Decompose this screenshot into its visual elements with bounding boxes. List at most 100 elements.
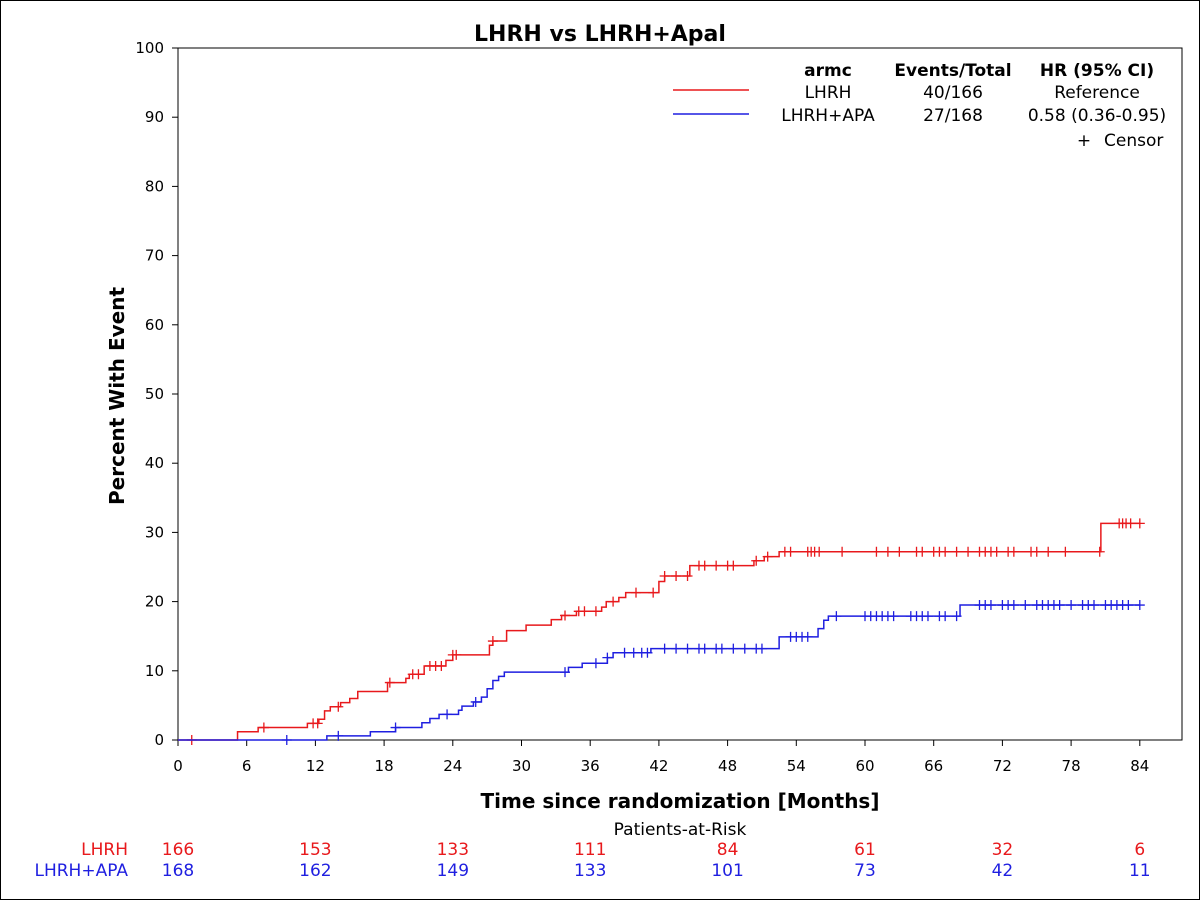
risk-value: 32 [992,840,1014,860]
censor-mark-lhrh [751,555,762,566]
y-tick-label: 30 [145,523,164,541]
censor-mark-lhrh [1125,518,1136,529]
censor-mark-lhrh [894,546,905,557]
censor-mark-lhrh [785,546,796,557]
y-tick-label: 90 [145,108,164,126]
censor-mark-lhrh [608,596,619,607]
censor-mark-lhrh-apa [716,643,727,654]
censor-mark-lhrh [762,551,773,562]
censor-mark-lhrh [451,649,462,660]
risk-value: 61 [854,840,876,860]
y-tick-label: 10 [145,662,164,680]
x-tick-label: 0 [173,757,183,775]
risk-row-label-lhrh: LHRH [81,840,128,860]
legend-header-events: Events/Total [894,61,1011,81]
censor-mark-lhrh-apa [728,643,739,654]
censor-mark-lhrh-apa [951,611,962,622]
censor-mark-lhrh-apa [602,652,613,663]
censor-mark-lhrh-apa [756,643,767,654]
censor-mark-lhrh [333,701,344,712]
censor-mark-lhrh [648,587,659,598]
censor-mark-lhrh [258,722,269,733]
censor-mark-lhrh [384,677,395,688]
x-tick-label: 72 [993,757,1012,775]
risk-value: 111 [574,840,606,860]
x-tick-label: 42 [649,757,668,775]
censor-mark-lhrh [1043,546,1054,557]
censor-mark-lhrh-apa [390,722,401,733]
x-tick-label: 60 [855,757,874,775]
censor-mark-lhrh [659,570,670,581]
risk-table-title: Patients-at-Risk [614,820,747,840]
legend-censor-icon: + [1077,131,1091,151]
censor-mark-lhrh-apa [699,643,710,654]
y-tick-label: 70 [145,247,164,265]
x-tick-label: 24 [443,757,462,775]
risk-value: 133 [437,840,469,860]
censor-mark-lhrh [963,546,974,557]
censor-mark-lhrh-apa [470,696,481,707]
risk-value: 84 [717,840,739,860]
x-tick-label: 84 [1130,757,1149,775]
legend-hr-apa: 0.58 (0.36-0.95) [1028,106,1166,126]
censor-mark-lhrh [560,610,571,621]
censor-mark-lhrh-apa [985,600,996,611]
censor-mark-lhrh-apa [1066,600,1077,611]
censor-mark-lhrh-apa [333,730,344,741]
censor-mark-lhrh [1031,546,1042,557]
legend-header-arm: armc [804,61,852,81]
censor-mark-lhrh-apa [888,611,899,622]
curve-lhrh [178,522,1140,741]
censor-mark-lhrh [951,546,962,557]
x-tick-label: 6 [242,757,252,775]
censor-mark-lhrh [1060,546,1071,557]
x-tick-label: 18 [375,757,394,775]
risk-value: 101 [711,861,743,881]
y-tick-label: 60 [145,316,164,334]
censor-mark-lhrh [837,546,848,557]
x-tick-label: 36 [581,757,600,775]
y-axis-label: Percent With Event [105,287,129,505]
censor-mark-lhrh [1008,546,1019,557]
y-tick-label: 0 [154,731,164,749]
censor-mark-lhrh-apa [590,658,601,669]
censor-mark-lhrh [711,560,722,571]
censor-mark-lhrh-apa [739,643,750,654]
legend-arm-lhrh: LHRH [805,83,852,103]
censor-mark-lhrh-apa [281,735,292,745]
legend-censor-label: Censor [1104,131,1163,151]
censor-mark-lhrh [590,606,601,617]
risk-value: 153 [299,840,331,860]
risk-value: 149 [437,861,469,881]
risk-value: 166 [162,840,194,860]
censor-mark-lhrh [728,560,739,571]
censor-mark-lhrh [1134,518,1145,529]
censor-mark-lhrh-apa [1134,600,1145,611]
x-tick-label: 54 [787,757,806,775]
x-tick-label: 12 [306,757,325,775]
censor-mark-lhrh [940,546,951,557]
censor-mark-lhrh [699,560,710,571]
censor-mark-lhrh [312,718,323,729]
censor-mark-lhrh [413,669,424,680]
censor-mark-lhrh-apa [619,647,630,658]
x-tick-label: 30 [512,757,531,775]
risk-value: 6 [1134,840,1145,860]
censor-mark-lhrh [991,546,1002,557]
censor-mark-lhrh [882,546,893,557]
censor-mark-lhrh [917,546,928,557]
risk-value: 73 [854,861,876,881]
censor-mark-lhrh [682,570,693,581]
x-axis-label: Time since randomization [Months] [481,789,880,813]
censor-mark-lhrh [487,636,498,647]
censor-mark-lhrh-apa [1089,600,1099,611]
censor-mark-lhrh-apa [831,611,842,622]
y-tick-label: 100 [135,39,164,57]
legend-header-hr: HR (95% CI) [1040,61,1154,81]
legend-arm-apa: LHRH+APA [781,106,875,126]
risk-value: 162 [299,861,331,881]
survival-curves [178,518,1145,745]
censor-mark-lhrh-apa [1054,600,1065,611]
censor-mark-lhrh [814,546,825,557]
